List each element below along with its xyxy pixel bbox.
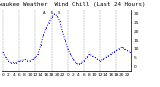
Text: A  S  S: A S S — [43, 11, 60, 15]
Text: Milwaukee Weather  Wind Chill (Last 24 Hours): Milwaukee Weather Wind Chill (Last 24 Ho… — [0, 2, 146, 7]
